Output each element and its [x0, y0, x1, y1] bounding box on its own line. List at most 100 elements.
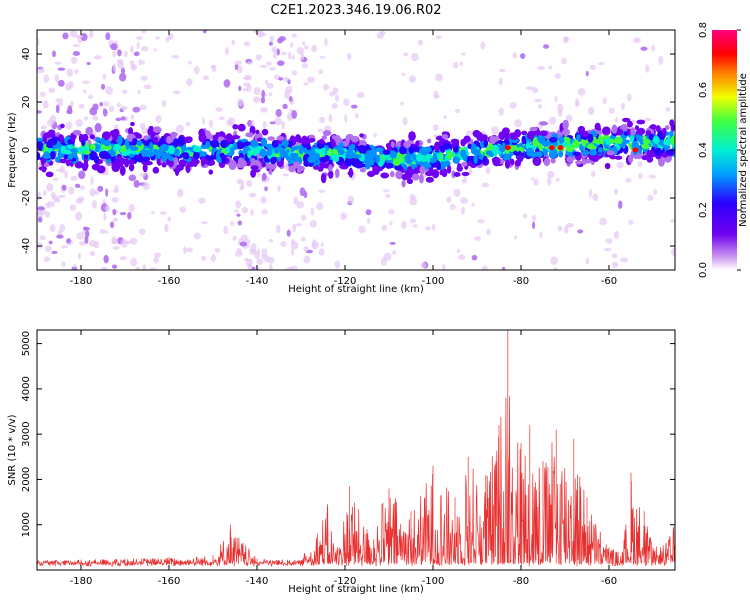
spectrogram-cell	[492, 156, 501, 167]
spectrogram-cell	[482, 155, 488, 165]
spectrogram-cell	[44, 211, 51, 218]
spectrogram-cell	[321, 135, 327, 140]
spectrogram-cell	[57, 101, 64, 107]
spectrogram-cell	[604, 162, 611, 170]
spectrogram-cell	[177, 188, 184, 198]
spectrogram-cell	[663, 140, 670, 146]
spectrogram-cell	[281, 120, 285, 130]
spectrogram-cell	[614, 117, 619, 123]
spectrogram-cell	[311, 44, 318, 53]
figure-title: C2E1.2023.346.19.06.R02	[270, 3, 441, 18]
spectrogram-cell	[498, 68, 506, 73]
spectrogram-cell	[436, 162, 442, 171]
spectrogram-cell	[103, 139, 112, 147]
spectrogram-cell	[346, 52, 352, 61]
spectrogram-cell	[365, 209, 372, 216]
spectrogram-cell	[104, 205, 111, 212]
spectrogram-cell	[251, 266, 256, 270]
spectrogram-cell	[303, 246, 309, 252]
spectrogram-cell	[293, 196, 299, 205]
snr-x-tick-label: -60	[601, 576, 617, 587]
spectrogram-cell	[434, 141, 441, 152]
spectrogram-cell	[403, 141, 411, 149]
spectrogram-cell	[237, 220, 243, 226]
spectrogram-cell	[88, 239, 97, 247]
spectrogram-cell	[161, 162, 167, 168]
spectrogram-panel: -180 -160 -140 -120 -100 -80 -60 -40 -20 0 20 40 H…	[7, 29, 676, 295]
spectrogram-cell	[105, 32, 111, 41]
spectrogram-cell	[532, 221, 536, 230]
spectrogram-cell	[147, 127, 153, 136]
spectrogram-cell	[265, 79, 269, 85]
spectrogram-cell	[285, 267, 292, 270]
spectrogram-cell	[89, 144, 96, 151]
spectrogram-cell	[123, 50, 128, 58]
spectrogram-cell	[218, 116, 225, 121]
spectrogram-cell	[471, 202, 475, 207]
spectrogram-cell	[319, 55, 326, 59]
spectrogram-cell	[261, 248, 268, 256]
spectrogram-cell	[572, 151, 581, 156]
spectrogram-cell	[509, 158, 515, 166]
spectrogram-cell	[232, 124, 239, 130]
spectrogram-cell	[82, 89, 87, 94]
spectrogram-cell	[382, 149, 391, 155]
spectrogram-cell	[102, 73, 107, 80]
spectrogram-cell	[95, 145, 101, 151]
spectrogram-cell	[585, 257, 590, 265]
spectrogram-cell	[72, 129, 82, 136]
spectrogram-cell	[533, 178, 539, 186]
snr-frame	[36, 329, 676, 571]
spectrogram-cell	[130, 114, 135, 120]
spectrogram-cell	[138, 228, 146, 235]
spectrogram-cell	[50, 192, 56, 199]
spectrogram-cell	[498, 77, 503, 86]
spectrogram-cell	[425, 176, 434, 183]
spectrogram-cell	[83, 157, 88, 166]
spectrogram-cell	[142, 182, 150, 191]
spectrogram-cell	[548, 116, 557, 125]
spectrogram-y-tick-label: 40	[21, 48, 32, 61]
spectrogram-cell	[443, 115, 447, 120]
spectrogram-cell	[290, 239, 296, 245]
spectrogram-cell	[606, 150, 616, 156]
spectrogram-cell	[66, 238, 71, 244]
spectrogram-cell	[483, 139, 489, 148]
spectrogram-cell	[183, 136, 193, 144]
spectrogram-cell	[139, 122, 146, 130]
spectrogram-cell	[665, 107, 671, 112]
spectrogram-cell	[228, 160, 237, 170]
spectrogram-cell	[295, 134, 301, 143]
spectrogram-cell	[636, 119, 646, 125]
spectrogram-cell	[141, 30, 147, 34]
spectrogram-cell	[43, 256, 51, 263]
spectrogram-cell	[324, 37, 328, 47]
spectrogram-cell	[57, 230, 63, 237]
snr-x-axis-label: Height of straight line (km)	[288, 584, 424, 595]
spectrogram-cell	[67, 186, 75, 195]
spectrogram-cell	[291, 33, 298, 38]
spectrogram-cell	[439, 169, 444, 176]
spectrogram-cell	[112, 208, 117, 216]
spectrogram-cell	[268, 92, 273, 97]
spectrogram-cell	[539, 121, 549, 126]
spectrogram-cell	[627, 120, 633, 128]
snr-x-tick-label: -80	[513, 576, 529, 587]
spectrogram-cell	[105, 86, 114, 95]
spectrogram-cell	[350, 104, 358, 109]
spectrogram-cell	[613, 230, 620, 240]
spectrogram-cell	[83, 116, 89, 121]
spectrogram-cell	[114, 184, 119, 192]
spectrogram-cell	[630, 127, 636, 136]
spectrogram-cell	[165, 36, 170, 43]
spectrogram-cell	[238, 85, 242, 92]
spectrogram-cell	[42, 154, 52, 159]
spectrogram-cell	[417, 39, 424, 46]
spectrogram-cell	[173, 157, 179, 165]
spectrogram-cell	[51, 250, 58, 254]
spectrogram-cell	[128, 174, 137, 182]
spectrogram-cell	[164, 223, 169, 233]
spectrogram-cell	[383, 189, 390, 193]
spectrogram-cell	[400, 101, 404, 106]
spectrogram-cell	[100, 83, 106, 90]
